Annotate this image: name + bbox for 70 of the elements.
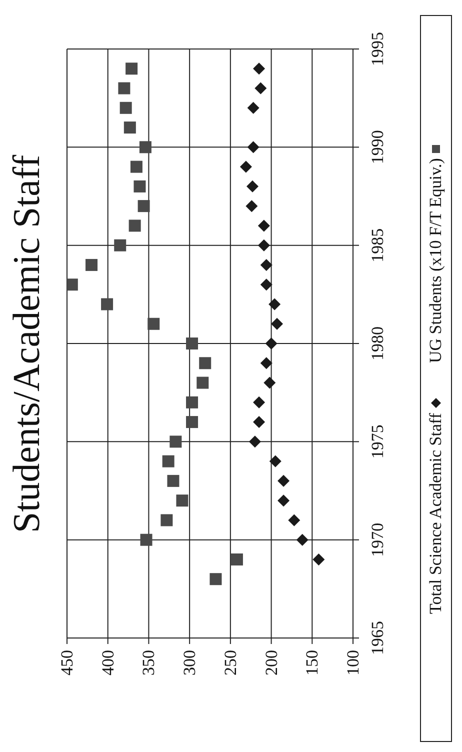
point <box>114 239 126 252</box>
point <box>176 494 188 507</box>
point <box>248 436 261 448</box>
point <box>264 376 276 389</box>
x-tick-label: 150 <box>302 650 322 676</box>
point <box>101 298 114 310</box>
point <box>265 338 278 350</box>
point <box>258 220 270 232</box>
y-tick-label: 1990 <box>368 130 387 164</box>
point <box>278 494 290 507</box>
point <box>247 141 260 154</box>
point <box>199 357 212 370</box>
x-tick-label: 450 <box>58 650 76 676</box>
point <box>258 239 270 252</box>
point <box>271 318 284 330</box>
x-tick-label: 300 <box>180 650 200 676</box>
point <box>253 62 266 75</box>
point <box>246 180 258 192</box>
point <box>139 141 152 154</box>
point <box>186 416 198 428</box>
x-tick-label: 250 <box>220 650 240 676</box>
y-tick-label: 1965 <box>368 621 387 655</box>
point <box>288 514 300 526</box>
legend-label: Total Science Academic Staff <box>426 413 446 614</box>
point <box>138 200 150 212</box>
point <box>162 455 174 468</box>
point <box>210 573 222 586</box>
x-tick-label: 200 <box>262 650 281 676</box>
point <box>186 396 198 408</box>
point <box>240 160 252 173</box>
point <box>140 534 152 546</box>
point <box>148 318 160 330</box>
point <box>246 200 258 212</box>
point <box>247 102 260 114</box>
point <box>196 376 209 389</box>
text: Students/Academic Staff <box>5 153 49 535</box>
y-tick-label: 1980 <box>368 326 387 360</box>
point <box>260 258 272 271</box>
point <box>170 436 182 448</box>
point <box>253 396 266 408</box>
point <box>126 62 138 75</box>
y-tick-label: 1975 <box>368 424 387 459</box>
point <box>230 553 243 566</box>
point <box>269 455 282 468</box>
point <box>296 534 308 546</box>
point <box>118 82 130 94</box>
point <box>130 160 142 173</box>
point <box>278 474 290 487</box>
point <box>167 474 180 487</box>
x-tick-label: 100 <box>344 650 362 676</box>
x-tick-label: 350 <box>139 650 158 676</box>
point <box>160 514 173 526</box>
point <box>67 278 78 291</box>
y-tick-label: 1995 <box>368 32 387 66</box>
y-tick-label: 1970 <box>368 522 387 557</box>
point <box>268 298 281 310</box>
point <box>253 416 266 428</box>
legend-label: UG Students (x10 F/T Equiv.) <box>426 158 446 364</box>
point <box>128 220 141 232</box>
point <box>134 180 146 192</box>
point <box>120 102 132 114</box>
point <box>260 278 272 291</box>
point <box>312 553 325 566</box>
point <box>254 82 267 94</box>
point <box>260 357 272 370</box>
point <box>86 258 98 271</box>
point <box>186 338 198 350</box>
y-tick-label: 1985 <box>368 228 387 262</box>
point <box>124 122 136 134</box>
x-tick-label: 400 <box>98 650 118 676</box>
